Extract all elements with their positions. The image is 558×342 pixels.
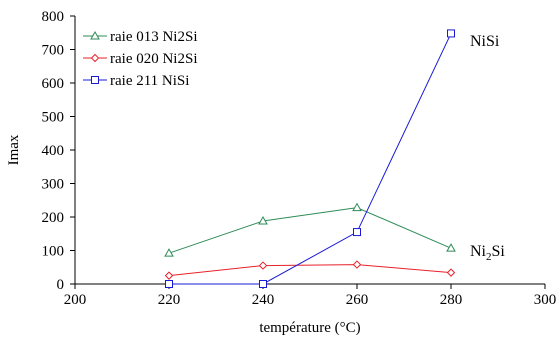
annotation-ni2si-tail: Si [492,243,506,260]
series-line [169,33,452,285]
data-point [258,216,268,225]
y-tick-label: 400 [42,143,65,159]
data-point [352,260,362,269]
data-point [352,202,362,212]
y-tick-label: 500 [42,110,65,126]
series-layer [164,29,456,288]
legend-swatch-marker [90,30,100,40]
x-ticks: 200 220 240 260 280 300 [64,284,557,308]
y-tick-label: 0 [57,277,65,293]
series-raie-211-nisi [165,29,455,288]
data-point [446,243,456,252]
data-point [164,271,174,280]
legend-swatch-marker [91,76,99,84]
series-line [168,207,452,254]
x-tick-label: 240 [252,292,275,308]
legend: raie 013 Ni2Si raie 020 Ni2Si raie 211 NiS… [83,29,198,89]
data-point [446,268,456,277]
y-axis-title: Imax [6,134,22,165]
legend-label: raie 013 Ni2Si [110,29,198,45]
data-point [353,228,361,237]
x-tick-label: 260 [346,292,369,308]
x-axis-title: température (°C) [259,320,360,336]
series-raie-013-ni2si [164,202,456,257]
series-raie-020-ni2si [164,260,456,280]
x-tick-label: 280 [440,292,463,308]
data-point [259,280,267,288]
y-tick-label: 800 [42,9,65,25]
annotation-nisi: NiSi [470,33,500,50]
data-point [165,280,173,288]
annotation-ni2si-main: Ni [470,243,487,260]
y-tick-label: 200 [42,210,65,226]
data-point [164,248,174,257]
data-point [258,261,268,270]
y-ticks: 0 100 200 300 400 500 600 700 800 [42,9,75,293]
annotation-ni2si: Ni2Si [470,243,505,263]
legend-item: raie 020 Ni2Si [83,51,198,67]
series-line [168,264,452,277]
y-tick-label: 600 [42,76,65,92]
x-tick-label: 300 [534,292,557,308]
legend-swatch-marker [90,53,100,63]
y-tick-label: 300 [42,177,65,193]
x-tick-label: 220 [158,292,181,308]
legend-item: raie 013 Ni2Si [83,29,198,45]
data-point [447,29,455,38]
annotation-ni2si-sub: 2 [486,251,492,263]
legend-item: raie 211 NiSi [83,73,189,89]
legend-label: raie 211 NiSi [110,73,189,89]
y-tick-label: 700 [42,43,65,59]
x-tick-label: 200 [64,292,87,308]
legend-label: raie 020 Ni2Si [110,51,198,67]
y-tick-label: 100 [42,244,65,260]
